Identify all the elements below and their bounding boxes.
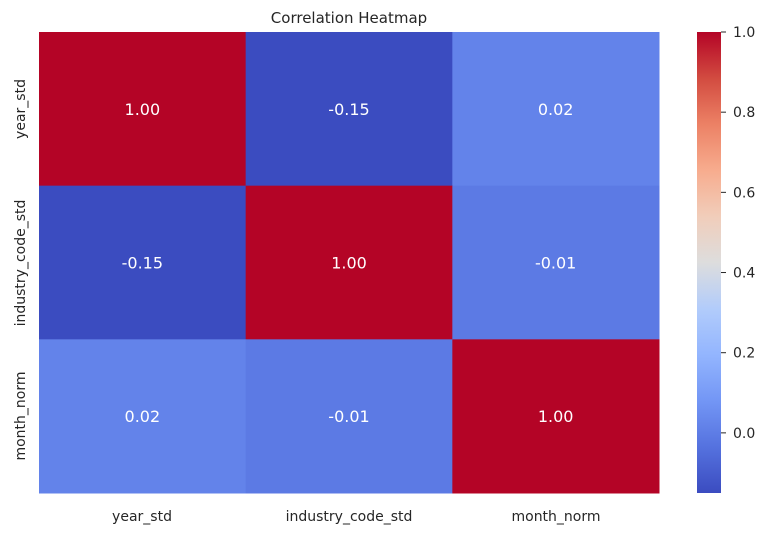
heatmap-cell xyxy=(39,32,247,187)
heatmap-cells xyxy=(39,32,660,494)
colorbar xyxy=(697,32,721,493)
colorbar-tick-label: 0.6 xyxy=(733,185,755,201)
cell-annotation: 1.00 xyxy=(538,407,574,426)
x-tick-label: year_std xyxy=(112,509,172,525)
heatmap-cell xyxy=(245,339,453,494)
colorbar-tick-label: 0.0 xyxy=(733,426,755,442)
heatmap-cell xyxy=(39,339,247,494)
y-tick-label: month_norm xyxy=(13,371,29,460)
heatmap-cell xyxy=(452,32,660,187)
colorbar-tick-label: 1.0 xyxy=(733,25,755,41)
heatmap-annotations: 1.00 -0.15 0.02 -0.15 1.00 -0.01 0.02 -0.01 1.00 xyxy=(122,100,577,426)
cell-annotation: -0.01 xyxy=(535,254,576,273)
cell-annotation: -0.01 xyxy=(328,407,369,426)
cell-annotation: -0.15 xyxy=(122,254,163,273)
heatmap-cell xyxy=(452,339,660,494)
y-tick-label: year_std xyxy=(13,79,29,139)
cell-annotation: 0.02 xyxy=(538,100,574,119)
colorbar-tick-label: 0.2 xyxy=(733,346,755,362)
cell-annotation: 0.02 xyxy=(125,407,161,426)
cell-annotation: -0.15 xyxy=(328,100,369,119)
heatmap-cell xyxy=(245,32,453,187)
cell-annotation: 1.00 xyxy=(331,254,367,273)
x-axis-tick-labels: year_std industry_code_std month_norm xyxy=(112,509,600,525)
x-tick-label: industry_code_std xyxy=(286,509,413,525)
heatmap-cell xyxy=(452,185,660,340)
cell-annotation: 1.00 xyxy=(125,100,161,119)
colorbar-tick-label: 0.8 xyxy=(733,105,755,121)
y-axis-tick-labels: year_std industry_code_std month_norm xyxy=(13,79,29,460)
heatmap-cell xyxy=(245,185,453,340)
colorbar-ticks: 0.0 0.2 0.4 0.6 0.8 1.0 xyxy=(721,25,755,442)
x-tick-label: month_norm xyxy=(511,509,600,525)
y-tick-label: industry_code_std xyxy=(13,200,29,327)
heatmap-cell xyxy=(39,185,247,340)
colorbar-tick-label: 0.4 xyxy=(733,266,755,282)
chart-title: Correlation Heatmap xyxy=(271,9,427,27)
